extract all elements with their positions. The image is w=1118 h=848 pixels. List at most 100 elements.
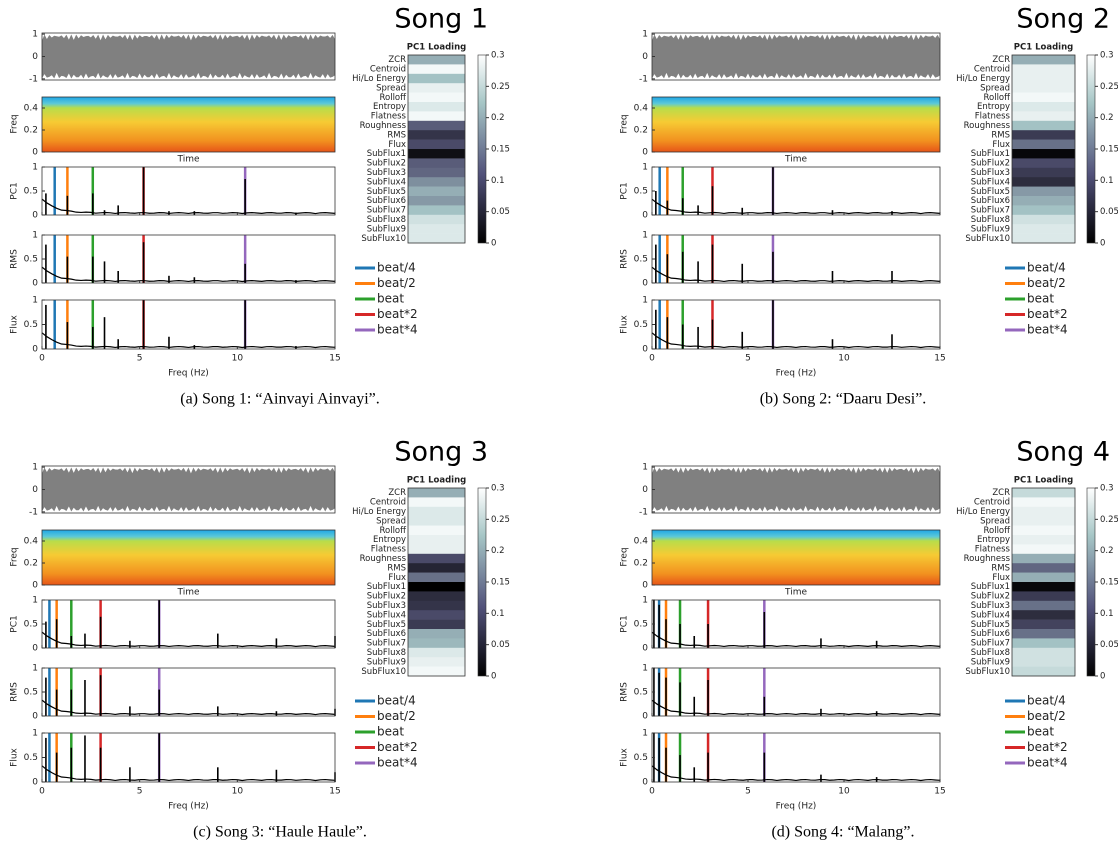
y-tick-label: 0.4 — [634, 537, 649, 547]
legend-label: beat*4 — [1027, 756, 1068, 770]
waveform — [652, 34, 940, 79]
heatmap-cell — [1012, 535, 1075, 545]
heatmap-cell — [408, 120, 465, 131]
heatmap-row-label: Hi/Lo Energy — [956, 74, 1010, 84]
colorbar-tick-label: 0.1 — [491, 176, 505, 186]
heatmap-row-label: Rolloff — [379, 93, 407, 103]
y-tick-label: 0 — [32, 345, 38, 355]
colorbar-tick-label: 0.3 — [491, 484, 505, 494]
heatmap-row-label: SubFlux6 — [971, 629, 1010, 639]
y-tick-label: 0.2 — [634, 126, 648, 136]
spectrogram — [42, 530, 335, 585]
heatmap-cell — [1012, 158, 1075, 169]
y-tick-label: -1 — [29, 507, 38, 517]
x-tick-label: 15 — [934, 787, 945, 797]
heatmap-cell — [408, 111, 465, 122]
y-tick-label: 0.5 — [24, 688, 38, 698]
x-tick-label: 15 — [934, 354, 945, 364]
heatmap-cell — [1012, 233, 1075, 244]
heatmap-cell — [1012, 516, 1075, 526]
heatmap-row-label: Spread — [376, 83, 406, 93]
noise-floor — [41, 198, 336, 215]
heatmap-row-label: Entropy — [373, 535, 406, 545]
heatmap-cell — [1012, 177, 1075, 187]
noise-floor — [651, 699, 941, 716]
legend-label: beat*4 — [377, 756, 418, 770]
y-tick-label: 0 — [32, 211, 38, 221]
axes-frame — [41, 234, 336, 284]
heatmap-cell — [408, 638, 465, 649]
legend-label: beat*2 — [377, 740, 418, 754]
panel-title: Song 1 — [394, 4, 488, 35]
caption: (d) Song 4: “Malang”. — [771, 824, 914, 841]
heatmap-row-label: Hi/Lo Energy — [352, 74, 406, 84]
heatmap-row-label: RMS — [991, 563, 1010, 573]
y-tick-label: 0 — [32, 644, 38, 654]
heatmap-cell — [408, 167, 465, 178]
heatmap-row-label: Entropy — [977, 102, 1010, 112]
axes-frame — [41, 96, 336, 153]
heatmap-row-label: Flux — [388, 140, 406, 150]
axes-frame — [651, 96, 941, 153]
x-axis-label: Time — [784, 588, 807, 598]
heatmap-row-label: SubFlux1 — [971, 149, 1010, 159]
y-tick-label: -1 — [639, 507, 648, 517]
colorbar-tick-label: 0.25 — [1100, 82, 1118, 92]
heatmap-row-label: Flatness — [975, 112, 1011, 122]
y-tick-label: 0.4 — [24, 104, 39, 114]
colorbar-tick-label: 0.25 — [491, 82, 510, 92]
x-axis-label: Freq (Hz) — [168, 369, 209, 379]
legend-label: beat — [377, 292, 404, 306]
y-axis-label: RMS — [620, 682, 630, 702]
x-axis-label: Freq (Hz) — [776, 369, 817, 379]
heatmap-cell — [1012, 205, 1075, 216]
heatmap-cell — [408, 149, 465, 159]
axes-frame — [651, 234, 941, 284]
axes-frame — [651, 732, 941, 783]
heatmap-cell — [1012, 55, 1075, 65]
y-tick-label: 0.2 — [24, 559, 38, 569]
heatmap-row-label: Roughness — [360, 554, 407, 564]
heatmap-row-label: SubFlux8 — [971, 215, 1010, 225]
y-tick-label: 1 — [642, 231, 648, 241]
y-axis-label: RMS — [620, 249, 630, 269]
heatmap-cell — [408, 233, 465, 244]
y-tick-label: 1 — [642, 596, 648, 606]
heatmap-cell — [1012, 647, 1075, 658]
y-tick-label: 0.4 — [634, 104, 649, 114]
heatmap-row-label: SubFlux1 — [367, 582, 406, 592]
heatmap-row-label: ZCR — [992, 488, 1010, 498]
heatmap-row-label: ZCR — [388, 488, 406, 498]
y-tick-label: 0 — [642, 148, 648, 158]
heatmap-row-label: SubFlux3 — [971, 601, 1010, 611]
heatmap-row-label: SubFlux2 — [971, 592, 1010, 602]
heatmap-row-label: Rolloff — [379, 526, 407, 536]
y-tick-label: 1 — [32, 729, 38, 739]
x-tick-label: 10 — [838, 787, 850, 797]
y-tick-label: 0.5 — [634, 187, 648, 197]
heatmap-row-label: Flatness — [371, 545, 407, 555]
y-tick-label: -1 — [639, 74, 648, 84]
axes-frame — [1011, 487, 1076, 677]
heatmap-row-label: Spread — [980, 83, 1010, 93]
heatmap-cell — [1012, 83, 1075, 93]
x-tick-label: 5 — [137, 354, 143, 364]
y-tick-label: 0.5 — [24, 753, 38, 763]
y-axis-label: Freq — [620, 547, 630, 566]
heatmap-cell — [1012, 572, 1075, 583]
colorbar-tick-label: 0 — [491, 672, 496, 682]
panel-title: Song 3 — [394, 437, 488, 468]
y-tick-label: 0 — [642, 581, 648, 591]
heatmap-row-label: SubFlux5 — [367, 620, 406, 630]
heatmap-row-label: SubFlux2 — [971, 159, 1010, 169]
x-tick-label: 15 — [329, 354, 340, 364]
heatmap-cell — [408, 196, 465, 206]
axes-frame — [651, 599, 941, 649]
heatmap-row-label: SubFlux9 — [971, 657, 1010, 667]
heatmap-row-label: SubFlux5 — [971, 620, 1010, 630]
x-axis-label: Time — [176, 155, 199, 165]
heatmap-row-label: SubFlux10 — [361, 234, 406, 244]
heatmap-cell — [1012, 497, 1075, 508]
y-axis-label: PC1 — [620, 182, 630, 199]
